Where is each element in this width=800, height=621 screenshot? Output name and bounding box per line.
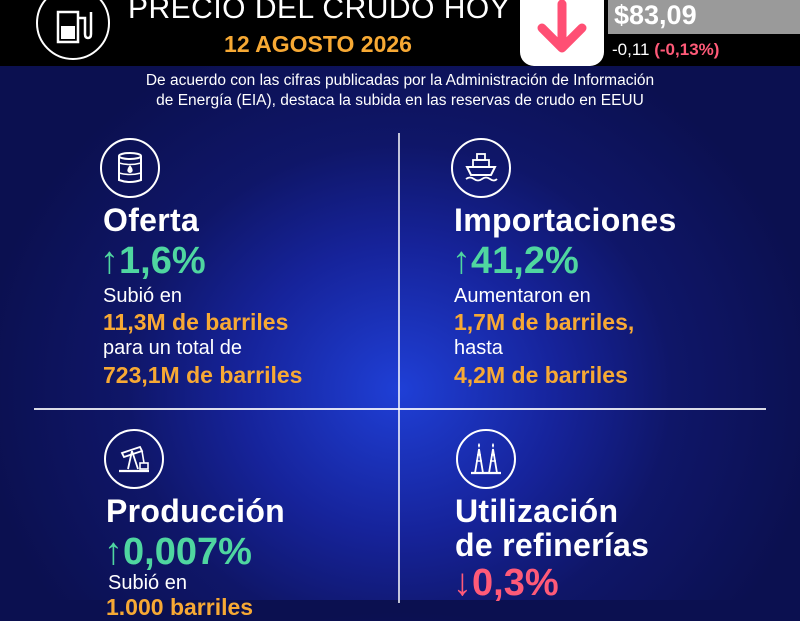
arrow-up-icon: ↑ [104,531,123,573]
price-change-percent: (-0,13%) [654,40,720,59]
horizontal-divider [34,408,766,410]
oferta-highlight-2: 723,1M de barriles [103,362,303,388]
importaciones-line-1: Aumentaron en [454,285,591,307]
refinery-icon [456,429,516,489]
oferta-change: ↑1,6% [100,240,206,283]
oferta-line-2: para un total de [103,337,242,359]
oferta-title: Oferta [103,202,200,238]
price-trend-box [520,0,604,66]
intro-text: De acuerdo con las cifras publicadas por… [60,71,740,111]
importaciones-change: ↑41,2% [452,240,579,283]
produccion-title: Producción [106,493,286,529]
intro-line-2: de Energía (EIA), destaca la subida en l… [156,92,644,109]
intro-line-1: De acuerdo con las cifras publicadas por… [145,72,655,89]
price-change-absolute: -0,11 [612,40,650,59]
oferta-line-1: Subió en [103,285,182,307]
produccion-change: ↑0,007% [104,531,252,574]
importaciones-highlight-2: 4,2M de barriles [454,362,628,388]
page-title: PRECIO DEL CRUDO HOY [128,0,511,25]
arrow-down-icon [537,0,587,53]
price-change: -0,11 (-0,13%) [612,40,719,60]
page-date: 12 AGOSTO 2026 [224,31,412,57]
produccion-change-value: 0,007% [123,531,252,573]
vertical-divider [398,133,400,603]
refinerias-change-value: 0,3% [472,562,559,604]
produccion-highlight-1: 1.000 barriles [106,594,254,620]
produccion-line-1: Subió en [108,572,187,594]
refinerias-title-line-2: de refinerías [455,527,650,563]
importaciones-change-value: 41,2% [471,240,579,282]
refinerias-change: ↓0,3% [453,562,559,605]
refinerias-title-line-1: Utilización [455,493,619,529]
arrow-down-small-icon: ↓ [453,562,472,604]
fuel-pump-icon [36,0,110,60]
crude-price: $83,09 [614,0,697,30]
importaciones-line-2: hasta [454,337,503,359]
importaciones-highlight-1: 1,7M de barriles, [454,309,635,335]
arrow-up-icon: ↑ [452,240,471,282]
importaciones-title: Importaciones [454,202,677,238]
arrow-up-icon: ↑ [100,240,119,282]
oferta-change-value: 1,6% [119,240,206,282]
oil-barrel-icon [100,138,160,198]
price-background [608,0,800,34]
oferta-highlight-1: 11,3M de barriles [103,309,289,335]
oil-pump-icon [104,429,164,489]
ship-icon [451,138,511,198]
